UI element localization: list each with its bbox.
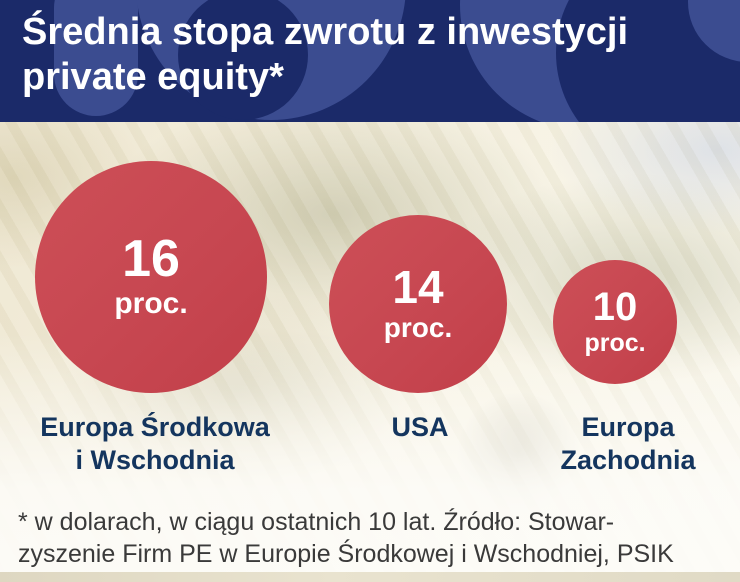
category-label-europa-srodkowa-wschodnia: Europa Środkowa i Wschodnia <box>25 411 285 477</box>
bubble-unit: proc. <box>114 287 188 320</box>
bottom-edge-strip <box>0 572 740 582</box>
bubble-usa: 14 proc. <box>329 215 507 393</box>
chart-title: Średnia stopa zwrotu z inwestycji privat… <box>22 10 628 100</box>
chart-title-line1: Średnia stopa zwrotu z inwestycji <box>22 11 629 53</box>
footnote: * w dolarach, w ciągu ostatnich 10 lat. … <box>18 506 724 570</box>
chart-title-line2: private equity* <box>22 56 284 98</box>
footnote-line1: * w dolarach, w ciągu ostatnich 10 lat. … <box>18 508 615 536</box>
header: Średnia stopa zwrotu z inwestycji privat… <box>0 0 740 122</box>
bubble-unit: proc. <box>584 329 646 357</box>
category-label-line1: Europa Środkowa <box>40 412 270 442</box>
footnote-line2: zyszenie Firm PE w Europie Środkowej i W… <box>18 540 674 568</box>
bubble-unit: proc. <box>383 312 453 343</box>
bubble-value: 16 <box>122 230 180 288</box>
category-label-europa-zachodnia: Europa Zachodnia <box>528 411 728 477</box>
category-label-line1: Europa <box>581 412 675 442</box>
bubble-value: 10 <box>592 285 638 329</box>
category-label-line1: USA <box>391 412 449 442</box>
category-label-line2: i Wschodnia <box>75 445 235 475</box>
category-label-line2: Zachodnia <box>560 445 696 475</box>
bubble-europa-srodkowa-wschodnia: 16 proc. <box>35 161 267 393</box>
header-watermark-pill <box>54 0 138 116</box>
bubble-europa-zachodnia: 10 proc. <box>553 260 677 384</box>
category-label-usa: USA <box>330 411 510 444</box>
bubble-value: 14 <box>392 261 444 313</box>
header-watermark-cutout <box>178 0 308 120</box>
